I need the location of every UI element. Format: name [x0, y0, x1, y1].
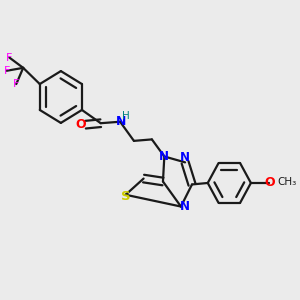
Text: H: H — [122, 111, 130, 121]
Text: N: N — [159, 150, 169, 163]
Text: S: S — [121, 190, 130, 203]
Text: O: O — [75, 118, 86, 130]
Text: CH₃: CH₃ — [278, 177, 297, 188]
Text: F: F — [6, 52, 13, 62]
Text: N: N — [180, 151, 190, 164]
Text: N: N — [179, 200, 190, 213]
Text: F: F — [13, 79, 20, 89]
Text: N: N — [116, 115, 126, 128]
Text: F: F — [3, 66, 10, 76]
Text: O: O — [264, 176, 275, 189]
